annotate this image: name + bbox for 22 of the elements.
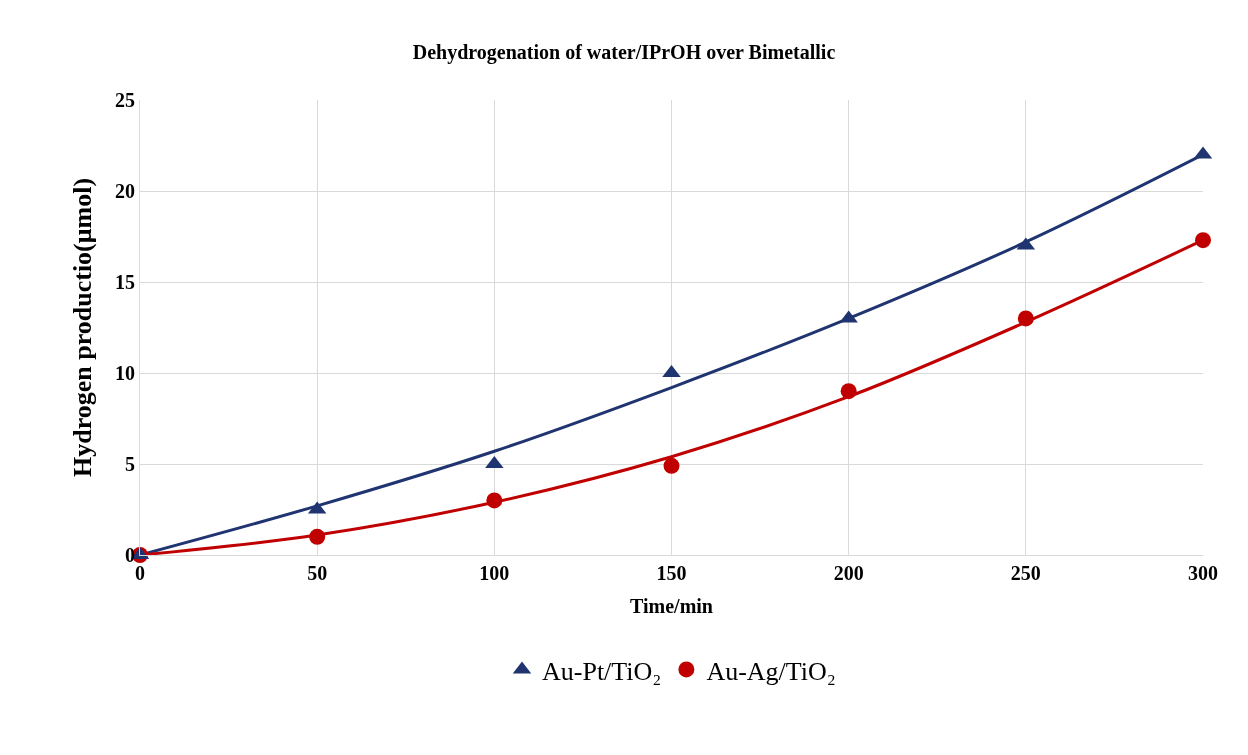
point	[486, 492, 503, 509]
y-tick-label: 5	[125, 453, 135, 475]
point	[1195, 232, 1211, 249]
point	[663, 457, 680, 474]
x-axis-title: Time/min	[630, 594, 713, 617]
y-axis-title: Hydrogen productio(μmol)	[68, 177, 98, 478]
legend-label: Au-Ag/TiO₂	[706, 656, 836, 686]
y-tick-label: 20	[115, 180, 135, 202]
chart-title: Dehydrogenation of water/IPrOH over Bimetallic	[412, 41, 836, 65]
point	[1017, 310, 1034, 327]
x-tick-label: 300	[1188, 562, 1218, 584]
x-tick-label: 100	[479, 562, 510, 584]
x-tick-label: 200	[833, 562, 864, 584]
legend-label: Au-Pt/TiO₂	[542, 656, 662, 686]
x-tick-label: 50	[307, 562, 328, 584]
y-tick-label: 10	[115, 362, 135, 384]
y-tick-label: 15	[115, 271, 135, 293]
x-tick-label: 150	[656, 562, 687, 584]
point	[840, 383, 857, 400]
x-tick-label: 250	[1010, 562, 1041, 584]
y-tick-label: 25	[115, 89, 135, 111]
point	[309, 528, 326, 545]
